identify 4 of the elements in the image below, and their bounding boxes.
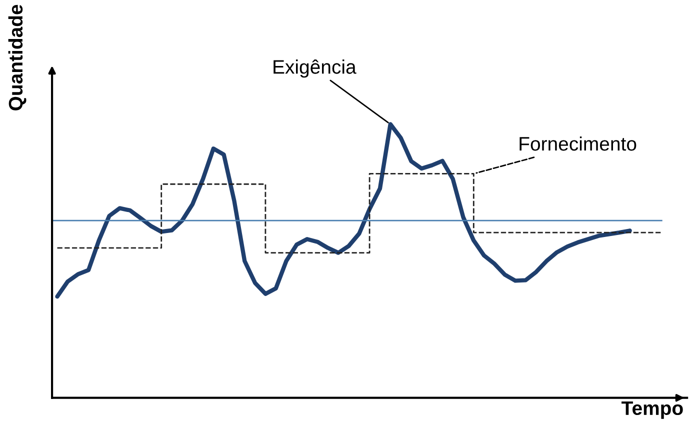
text: Exigência	[274, 59, 356, 78]
x-axis-title: Tempo	[622, 401, 683, 419]
text: Fornecimento	[520, 136, 636, 151]
y-axis-title: Quantidade	[8, 4, 26, 110]
